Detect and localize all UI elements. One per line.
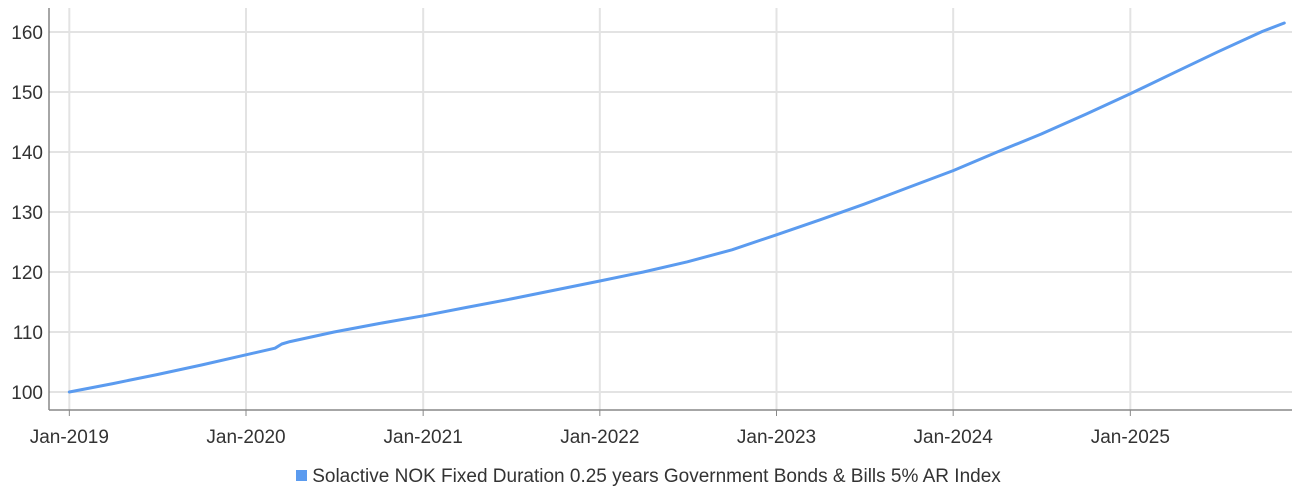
series-lines [67,21,1286,394]
tick-labels: 100 110 120 130 140 150 160 Jan-2019 Jan-2020 Jan… [11,23,1170,448]
legend-swatch [296,470,308,481]
x-tick-label: Jan-2021 [384,427,463,448]
legend: Solactive NOK Fixed Duration 0.25 years … [0,466,1297,488]
y-tick-label: 140 [11,143,43,164]
grid-lines [49,8,1292,410]
y-tick-label: 130 [11,203,43,224]
y-tick-label: 100 [11,383,43,404]
x-tick-label: Jan-2019 [30,427,109,448]
x-tick-label: Jan-2023 [737,427,816,448]
legend-label: Solactive NOK Fixed Duration 0.25 years … [312,466,1001,487]
y-tick-label: 110 [13,323,43,344]
series-line [67,21,1286,394]
x-tick-label: Jan-2025 [1091,427,1170,448]
x-tick-label: Jan-2024 [914,427,994,448]
x-tick-label: Jan-2020 [206,427,285,448]
y-tick-label: 120 [11,263,43,284]
axes [48,8,1292,416]
y-tick-label: 160 [11,23,43,44]
y-tick-label: 150 [11,83,43,104]
x-tick-label: Jan-2022 [560,427,639,448]
